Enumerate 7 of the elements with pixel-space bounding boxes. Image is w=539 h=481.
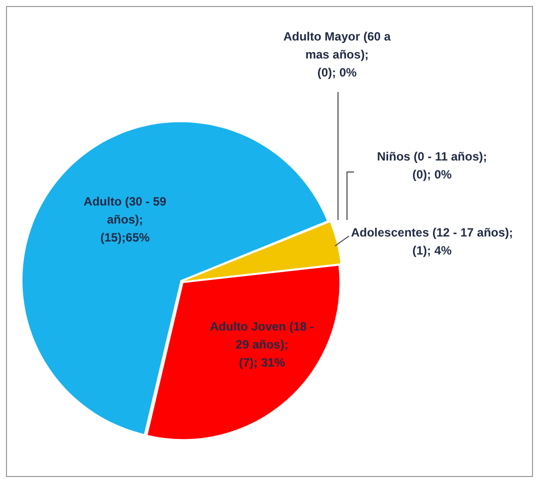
slice-label: Adulto (30 - 59 años); (15);65% [84, 194, 167, 244]
text: (0); 0% [317, 65, 357, 80]
slice-label: Adulto Joven (18 - 29 años); (7); 31% [210, 319, 314, 370]
category-label: Adulto Mayor (60 a mas años); [283, 29, 391, 62]
text: (0); 0% [412, 167, 452, 182]
slice-label: Adolescentes (12 - 17 años); (1); 4% [350, 225, 514, 258]
category-label: Niños (0 - 11 años); [376, 149, 488, 164]
